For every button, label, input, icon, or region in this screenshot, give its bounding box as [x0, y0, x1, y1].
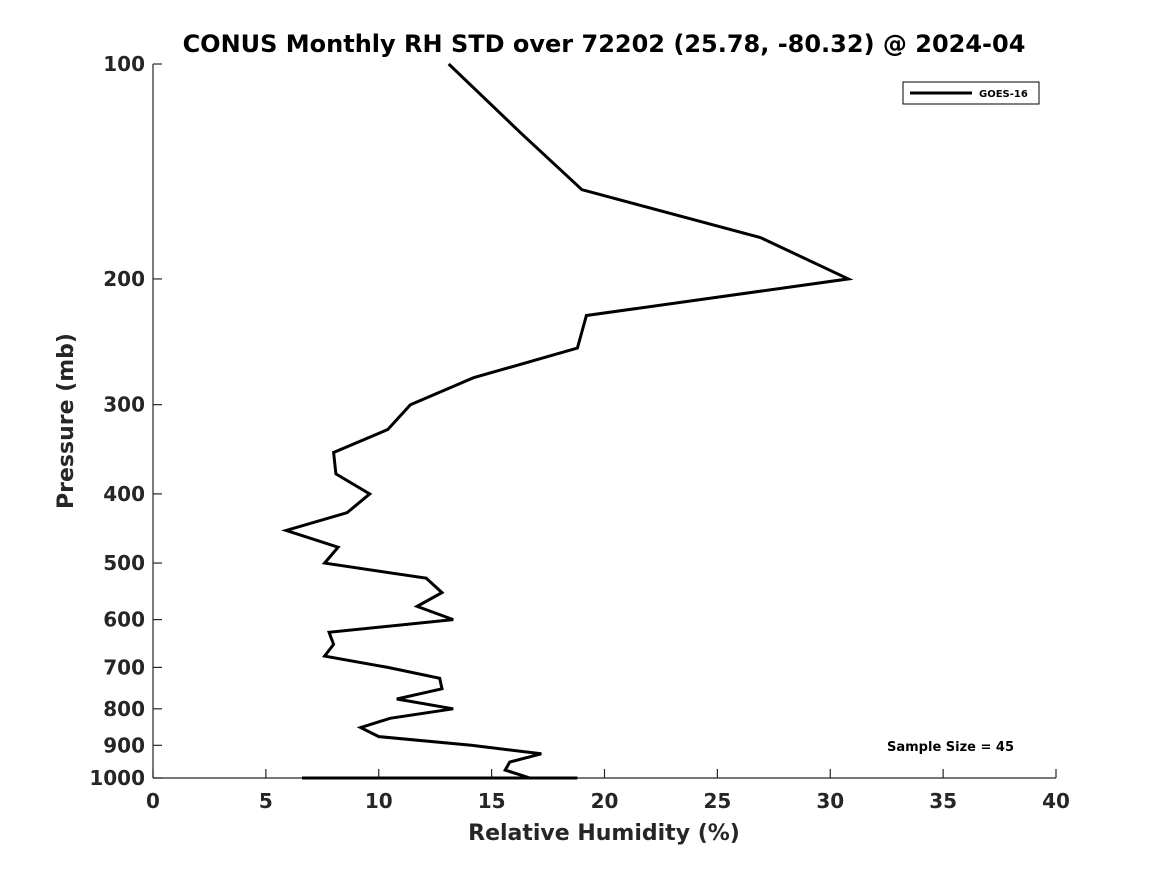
ticks: 0 5 10 15 20 25 30 35 40 100 200 300 400 500 600 700 800… — [89, 52, 1070, 813]
y-tick-label: 1000 — [89, 766, 145, 790]
x-tick-label: 20 — [591, 789, 619, 813]
y-tick-label: 200 — [103, 267, 145, 291]
y-tick-label: 100 — [103, 52, 145, 76]
y-tick-label: 500 — [103, 551, 145, 575]
sample-size-annotation: Sample Size = 45 — [887, 740, 1014, 755]
legend-label-goes-16: GOES-16 — [979, 89, 1028, 100]
y-tick-label: 900 — [103, 733, 145, 757]
y-tick-label: 600 — [103, 608, 145, 632]
x-tick-label: 40 — [1042, 789, 1070, 813]
y-axis-label: Pressure (mb) — [54, 333, 79, 509]
y-tick-label: 700 — [103, 655, 145, 679]
series-group — [281, 62, 854, 780]
chart-title: CONUS Monthly RH STD over 72202 (25.78, … — [183, 30, 1026, 58]
x-tick-label: 30 — [816, 789, 844, 813]
y-tick-label: 800 — [103, 697, 145, 721]
x-tick-label: 15 — [478, 789, 506, 813]
x-tick-label: 10 — [365, 789, 393, 813]
x-axis-label: Relative Humidity (%) — [468, 821, 740, 846]
series-line-goes-16 — [281, 62, 854, 780]
x-tick-label: 5 — [259, 789, 273, 813]
y-tick-label: 400 — [103, 482, 145, 506]
x-tick-label: 35 — [929, 789, 957, 813]
x-tick-label: 0 — [146, 789, 160, 813]
y-tick-label: 300 — [103, 393, 145, 417]
legend: GOES-16 — [902, 81, 1040, 105]
x-tick-label: 25 — [703, 789, 731, 813]
